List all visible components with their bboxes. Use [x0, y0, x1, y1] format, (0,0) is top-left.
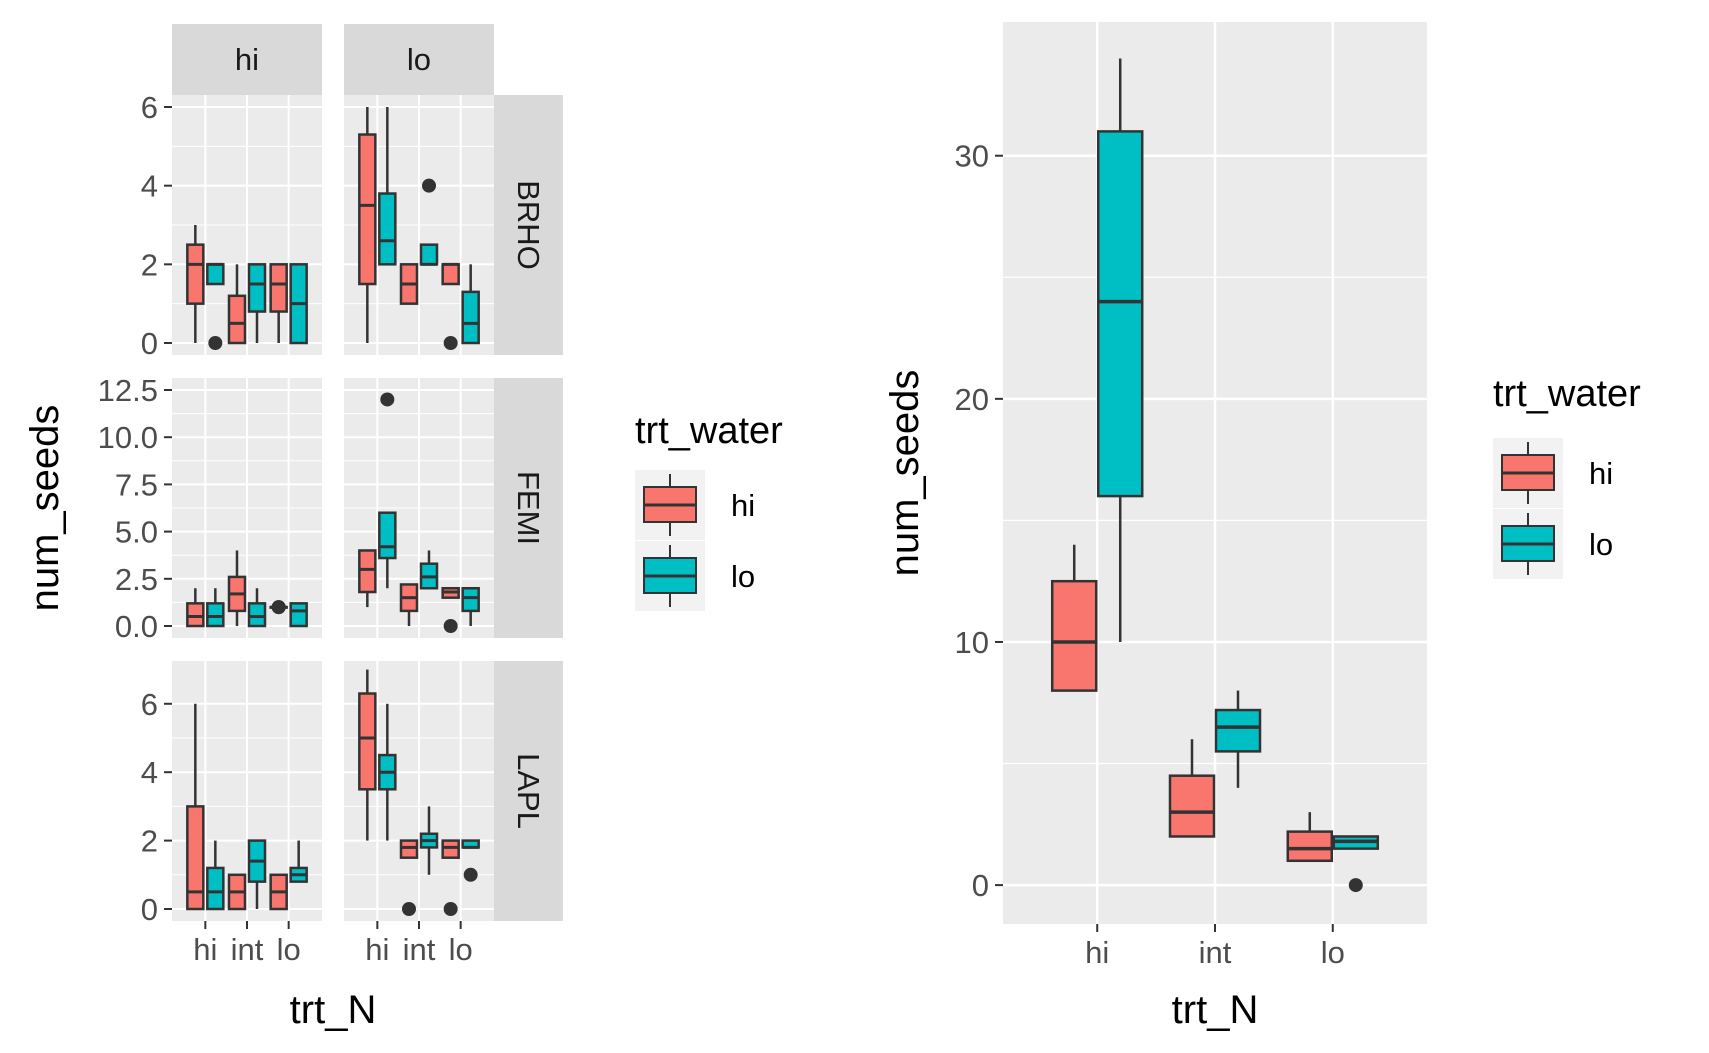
outlier-point [208, 336, 223, 350]
y-tick-label: 2.5 [115, 562, 158, 597]
x-tick-label: hi [1085, 935, 1109, 970]
y-tick-label: 20 [955, 382, 989, 417]
facet-panel-hi-FEMI: 0.0 2.5 5.0 7.5 10.0 12.5 [98, 373, 322, 644]
box-int-hi [227, 294, 247, 345]
box-hi-lo [206, 866, 225, 911]
box-hi-lo [1096, 130, 1144, 498]
x-tick-label: hi [193, 932, 217, 967]
box-int-lo [1214, 708, 1262, 753]
facet-strip-LAPL [494, 661, 563, 921]
box-lo-hi [441, 839, 460, 859]
box-hi-hi [358, 692, 377, 791]
box-hi-hi [358, 133, 377, 286]
y-tick-label: 0 [141, 326, 158, 361]
box-int-hi [399, 839, 419, 859]
x-axis-title: trt_N [1172, 988, 1259, 1032]
facet-panel-lo-LAPL: hi int lo [344, 661, 494, 967]
box-int-lo [247, 263, 267, 313]
faceted-boxplot-chart: hi lo BRHO FEMI LAPL 0 2 4 6 0.0 2.5 5.0 7.5 10.0 12.5… [23, 24, 783, 1032]
x-tick-label: lo [277, 932, 301, 967]
y-tick-label: 6 [141, 90, 158, 125]
outlier-point [1348, 878, 1363, 893]
legend-label-lo: lo [731, 559, 755, 594]
y-tick-label: 0.0 [115, 609, 158, 644]
x-axis-title: trt_N [290, 988, 377, 1032]
x-tick-label: lo [1321, 935, 1345, 970]
main-panel: 0 10 20 30 hi int lo [955, 22, 1427, 970]
x-tick-label: int [1199, 935, 1232, 970]
facet-strip-label: BRHO [511, 180, 546, 270]
x-tick-label: int [403, 932, 436, 967]
box-hi-lo [206, 602, 225, 628]
box-int-lo [247, 602, 267, 628]
box-hi-hi [186, 243, 205, 305]
y-tick-label: 6 [141, 687, 158, 722]
y-tick-label: 12.5 [98, 373, 158, 408]
x-tick-label: lo [449, 932, 473, 967]
outlier-point [422, 178, 436, 193]
facet-panel-lo-BRHO [344, 95, 494, 355]
box-hi-hi [186, 602, 205, 628]
outlier-point [402, 902, 416, 916]
y-tick-label: 4 [141, 169, 158, 204]
box-lo-hi [441, 263, 460, 286]
y-axis-title: num_seeds [883, 370, 927, 577]
facet-strip-lo [344, 24, 494, 95]
outlier-point [443, 902, 458, 916]
box-lo-lo [289, 602, 308, 628]
y-tick-label: 5.0 [115, 515, 158, 550]
y-tick-label: 7.5 [115, 467, 158, 502]
x-tick-label: int [231, 932, 264, 967]
y-tick-label: 0 [141, 892, 158, 927]
legend-title: trt_water [635, 410, 783, 452]
y-tick-label: 2 [141, 247, 158, 282]
y-axis-title: num_seeds [23, 405, 67, 612]
box-hi-lo [378, 511, 397, 560]
outlier-point [380, 392, 395, 407]
box-hi-hi [1050, 579, 1098, 692]
facet-strip-FEMI [494, 378, 563, 638]
y-tick-label: 4 [141, 755, 158, 790]
box-int-lo [419, 243, 439, 266]
box-hi-lo [378, 192, 397, 266]
box-lo-hi [269, 263, 288, 313]
legend-label-hi: hi [1589, 456, 1613, 491]
facet-panel-hi-LAPL: 0 2 4 6 hi int lo [141, 661, 322, 967]
legend-label-lo: lo [1589, 527, 1613, 562]
facet-strip-label: LAPL [511, 753, 546, 829]
facet-strip-label: FEMI [511, 471, 546, 545]
legend-label-hi: hi [731, 488, 755, 523]
outlier-point [443, 336, 458, 350]
facet-panel-hi-BRHO: 0 2 4 6 [141, 90, 322, 361]
y-tick-label: 10 [955, 625, 989, 660]
box-hi-hi [358, 549, 377, 594]
box-lo-lo [461, 290, 480, 345]
box-lo-lo [461, 586, 480, 613]
facet-strip-label: hi [235, 42, 259, 77]
y-tick-label: 10.0 [98, 420, 158, 455]
facet-strip-BRHO [494, 95, 563, 355]
outlier-point [271, 600, 286, 615]
facet-strip-label: lo [407, 42, 431, 77]
y-tick-label: 2 [141, 824, 158, 859]
outlier-point [463, 867, 478, 882]
box-lo-hi [1286, 830, 1334, 863]
box-int-hi [1168, 774, 1216, 838]
outlier-point [443, 619, 458, 633]
facet-panel-lo-FEMI [344, 378, 494, 638]
legend-title: trt_water [1493, 373, 1641, 415]
facet-strip-hi [172, 24, 322, 95]
y-tick-label: 0 [972, 868, 989, 903]
box-hi-lo [206, 263, 225, 286]
y-tick-label: 30 [955, 139, 989, 174]
x-tick-label: hi [365, 932, 389, 967]
box-hi-hi [186, 805, 205, 911]
